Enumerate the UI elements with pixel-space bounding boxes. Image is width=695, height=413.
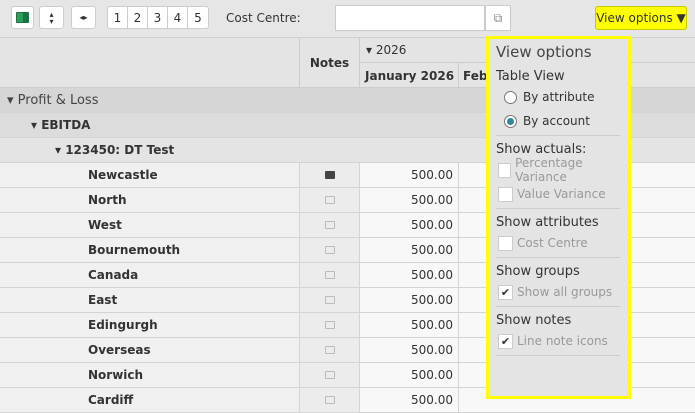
option-label: Cost Centre — [517, 236, 588, 250]
table-view-heading: Table View — [496, 69, 565, 84]
note-cell[interactable] — [299, 188, 359, 212]
level-2-button[interactable]: 2 — [128, 7, 148, 28]
checkbox-icon[interactable] — [498, 235, 513, 251]
level-5-button[interactable]: 5 — [194, 10, 202, 25]
comment-empty-icon[interactable] — [324, 296, 335, 304]
month-header-january: January 2026 — [359, 63, 458, 88]
row-label: Edingurgh — [88, 318, 158, 332]
value-variance-checkbox[interactable]: Value Variance — [496, 184, 620, 204]
value-cell[interactable]: 500.00 — [359, 238, 458, 262]
row-label: Norwich — [88, 368, 144, 382]
comment-empty-icon[interactable] — [324, 321, 335, 329]
note-cell[interactable] — [299, 238, 359, 262]
level-4-button[interactable]: 4 — [168, 7, 188, 28]
expand-horizontal-icon: ◂▸ — [79, 13, 88, 22]
excel-icon — [16, 12, 29, 23]
option-label: Value Variance — [517, 187, 606, 201]
value-cell[interactable]: 500.00 — [359, 313, 458, 337]
comment-empty-icon[interactable] — [324, 271, 335, 279]
note-cell[interactable] — [299, 163, 359, 187]
radio-selected-icon[interactable] — [504, 114, 517, 128]
external-link-icon: ⧉ — [493, 10, 503, 25]
row-label: West — [88, 218, 122, 232]
value-cell[interactable]: 500.00 — [359, 163, 458, 187]
option-label: By account — [523, 114, 590, 128]
comment-empty-icon[interactable] — [324, 196, 335, 204]
checkbox-icon[interactable] — [498, 162, 512, 178]
expand-rows-button[interactable]: ▴ ▾ — [39, 6, 64, 29]
note-cell[interactable] — [299, 213, 359, 237]
value-cell[interactable]: 500.00 — [359, 388, 458, 412]
row-label: Cardiff — [88, 393, 134, 407]
export-excel-button[interactable] — [11, 6, 34, 29]
group-label: ▾ 123450: DT Test — [55, 143, 175, 157]
expand-vertical-icon: ▴ ▾ — [49, 9, 54, 26]
level-1-button[interactable]: 1 — [108, 7, 128, 28]
option-label: By attribute — [523, 90, 595, 104]
row-label: Bournemouth — [88, 243, 181, 257]
show-all-groups-checkbox[interactable]: ✔ Show all groups — [496, 282, 620, 302]
show-attributes-heading: Show attributes — [496, 215, 599, 230]
note-cell[interactable] — [299, 288, 359, 312]
checkmark-icon[interactable]: ✔ — [498, 284, 513, 300]
group-label: ▾ EBITDA — [31, 118, 91, 132]
value-cell[interactable]: 500.00 — [359, 288, 458, 312]
group-label: ▾ Profit & Loss — [7, 92, 99, 108]
notes-header: Notes — [299, 38, 359, 88]
comment-empty-icon[interactable] — [324, 246, 335, 254]
level-pager: 1 2 3 4 5 — [107, 6, 209, 29]
comment-empty-icon[interactable] — [324, 346, 335, 354]
comment-filled-icon[interactable] — [324, 171, 335, 179]
row-label: Canada — [88, 268, 139, 282]
option-label: Show all groups — [517, 285, 613, 299]
option-label: Percentage Variance — [515, 156, 583, 184]
note-cell[interactable] — [299, 263, 359, 287]
by-attribute-radio[interactable]: By attribute — [496, 87, 620, 107]
by-account-radio[interactable]: By account — [496, 111, 620, 131]
value-cell[interactable]: 500.00 — [359, 263, 458, 287]
row-label: East — [88, 293, 118, 307]
level-3-button[interactable]: 3 — [148, 7, 168, 28]
toolbar: ▴ ▾ ◂▸ 1 2 3 4 5 Cost Centre: ⧉ View opti… — [0, 0, 695, 38]
checkbox-icon[interactable] — [498, 186, 513, 202]
cost-centre-checkbox[interactable]: Cost Centre — [496, 233, 620, 253]
cost-centre-popout-button[interactable]: ⧉ — [485, 5, 511, 31]
value-cell[interactable]: 500.00 — [359, 363, 458, 387]
panel-title: View options — [496, 43, 592, 61]
row-label: Newcastle — [88, 168, 158, 182]
row-label: North — [88, 193, 127, 207]
checkmark-icon[interactable]: ✔ — [498, 333, 513, 349]
percentage-variance-checkbox[interactable]: Percentage Variance — [496, 156, 620, 184]
value-cell[interactable]: 500.00 — [359, 338, 458, 362]
show-notes-heading: Show notes — [496, 313, 572, 328]
month-header-february: Feb — [458, 63, 695, 88]
note-cell[interactable] — [299, 313, 359, 337]
cost-centre-input[interactable] — [335, 5, 485, 31]
note-cell[interactable] — [299, 388, 359, 412]
note-cell[interactable] — [299, 338, 359, 362]
comment-empty-icon[interactable] — [324, 371, 335, 379]
expand-columns-button[interactable]: ◂▸ — [71, 6, 96, 29]
note-cell[interactable] — [299, 363, 359, 387]
radio-icon[interactable] — [504, 90, 517, 104]
view-options-panel: View options Table View By attribute By … — [486, 36, 631, 399]
cost-centre-label: Cost Centre: — [226, 11, 301, 25]
row-label: Overseas — [88, 343, 151, 357]
line-note-icons-checkbox[interactable]: ✔ Line note icons — [496, 331, 620, 351]
value-cell[interactable]: 500.00 — [359, 213, 458, 237]
view-options-button[interactable]: View options ▼ — [595, 6, 687, 30]
comment-empty-icon[interactable] — [324, 221, 335, 229]
show-groups-heading: Show groups — [496, 264, 580, 279]
show-actuals-heading: Show actuals: — [496, 142, 587, 157]
option-label: Line note icons — [517, 334, 608, 348]
value-cell[interactable]: 500.00 — [359, 188, 458, 212]
